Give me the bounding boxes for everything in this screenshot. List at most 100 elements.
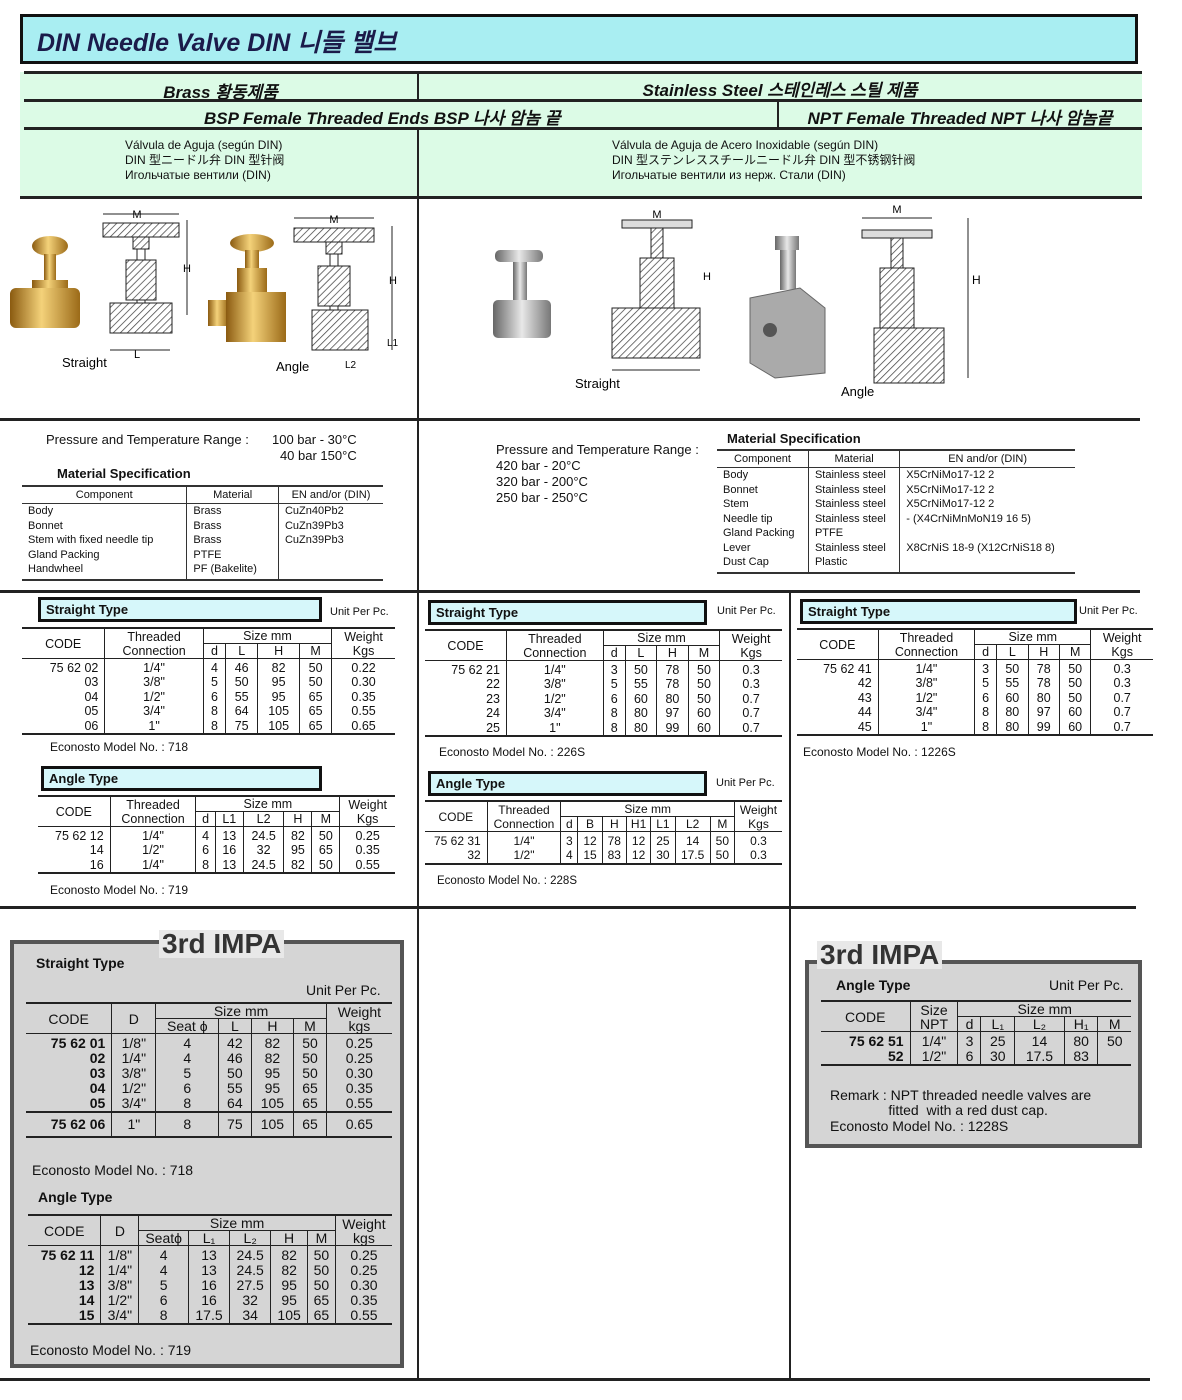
material: Brass [186, 503, 279, 519]
brass-angle-bar: Angle Type [41, 766, 322, 791]
size-value: 50 [687, 691, 720, 707]
size-value: 50 [225, 675, 258, 690]
en-din [278, 562, 383, 581]
component: Stem [717, 497, 809, 512]
code: 03 [84, 675, 99, 690]
size-value: 60 [687, 706, 720, 721]
impa-box-right: Angle Type Unit Per Pc. CODE Size NPT Size… [805, 960, 1142, 1148]
size-value: 95 [270, 1278, 308, 1293]
size-value: 50 [293, 1066, 327, 1081]
size-value: 50 [299, 658, 332, 676]
trans-es: Válvula de Aguja (según DIN) [125, 138, 283, 152]
brass-angle-label: Angle [276, 359, 309, 374]
size-value: 65 [293, 1081, 327, 1096]
code: 75 62 51 [849, 1033, 904, 1049]
weight: 0.7 [1090, 705, 1153, 720]
code-header: CODE [821, 1000, 911, 1032]
code-header: CODE [797, 628, 879, 660]
row-group: 75 62 02 1/4" 4 46 82 50 0.22 03 3/8" 5 50 95 50 0.30… [22, 658, 395, 736]
size-value: 50 [299, 675, 332, 690]
table-row: 06 1" 8 75 105 65 0.65 [22, 718, 395, 736]
component: Dust Cap [717, 555, 809, 574]
size-value: 50 [687, 660, 720, 678]
code: 75 62 02 [49, 661, 99, 675]
dim-m: M [329, 214, 338, 226]
weight: 0.55 [339, 857, 395, 875]
unit-label: Unit Per Pc. [1049, 977, 1124, 993]
size-value: 78 [1027, 676, 1060, 691]
size-value: 95 [270, 1293, 308, 1308]
size-value: 8 [602, 720, 626, 738]
en-din: X8CrNiS 18-9 (X12CrNiS18 8) [906, 541, 1055, 554]
size-value: 105 [270, 1308, 308, 1325]
connection-header: Threaded Connection [505, 629, 604, 661]
size-value: 50 [1058, 659, 1091, 677]
ss-straight-table: CODE Threaded Connection Size mm Weight Kgs… [425, 629, 782, 738]
connection-header: Threaded Connection [877, 628, 975, 660]
unit-label: Unit Per Pc. [330, 606, 389, 618]
size-subheader: B [577, 816, 603, 832]
size-value [1097, 1049, 1131, 1066]
size-subheader: M [306, 1230, 336, 1246]
brass-angle-photo [208, 234, 286, 342]
ss-translations: Válvula de Aguja de Acero Inoxidable (se… [612, 138, 915, 183]
code: 75 62 11 [40, 1247, 95, 1263]
connection: 1/4" [909, 1031, 958, 1049]
dim-l1: L1 [387, 338, 399, 349]
weight-header: Weight Kgs [719, 629, 782, 661]
material: Stainless steel [808, 540, 901, 555]
code: 23 [486, 691, 500, 706]
table-row: 75 62 02 1/4" 4 46 82 50 0.22 [22, 658, 395, 676]
connection: 1/4" [100, 1263, 139, 1278]
impa-box-left: Straight Type Unit Per Pc. CODE D Size mm W… [10, 940, 404, 1368]
size-value: 82 [257, 658, 300, 676]
size-value: 83 [1063, 1049, 1098, 1066]
weight: 0.25 [334, 1245, 392, 1263]
en-din: - (X4CrNiMnMoN19 16 5) [906, 512, 1031, 525]
code: 75 62 01 [50, 1035, 106, 1051]
code: 45 [797, 719, 879, 737]
table-row: 12 1/4" 4 13 24.5 82 50 0.25 [28, 1263, 392, 1278]
model-number: Econosto Model No. : 718 [32, 1162, 194, 1178]
size-value: 8 [202, 718, 226, 736]
ss-pressure: Pressure and Temperature Range : 420 bar… [496, 442, 699, 506]
size-value: 13 [187, 1263, 230, 1278]
size-value: 30 [980, 1049, 1015, 1066]
size-value: 65 [299, 704, 332, 719]
size-value: 50 [293, 1051, 327, 1066]
material-row: Handwheel PF (Bakelite) [22, 562, 383, 581]
size-subheader: M [311, 811, 340, 827]
connection-header: D [100, 1214, 139, 1246]
size-value: 80 [624, 720, 657, 738]
size-value: 5 [202, 675, 226, 690]
table-row: 75 62 51 1/4" 3 25 14 80 50 [821, 1031, 1131, 1049]
connection-header: Threaded Connection [486, 800, 561, 832]
size-value: 12 [625, 831, 651, 849]
header-row: CODE Size NPT Size mm [821, 1000, 1131, 1032]
size-value: 80 [656, 691, 689, 707]
material: Plastic [808, 555, 901, 574]
size-subheader: H₁ [1063, 1016, 1098, 1032]
weight: 0.25 [325, 1033, 392, 1051]
table-row: 75 62 21 1/4" 3 50 78 50 0.3 [425, 660, 782, 678]
size-value: 4 [560, 848, 578, 865]
dim-m: M [652, 209, 661, 221]
weight-header: Weight Kgs [339, 795, 395, 827]
material: Stainless steel [808, 467, 901, 483]
size-value: 82 [283, 857, 312, 875]
row-group: 75 62 06 1" 8 75 105 65 0.65 [26, 1111, 392, 1138]
size-value: 78 [1027, 659, 1060, 677]
npt-header: NPT Female Threaded NPT 나사 암놈끝 [807, 109, 1113, 128]
table-row: 43 1/2" 6 60 80 50 0.7 [797, 690, 1153, 706]
size-value: 32 [229, 1293, 271, 1308]
size-subheader: L1 [650, 816, 676, 832]
size-value: 50 [311, 857, 340, 875]
size-subheader: d [202, 643, 226, 659]
size-subheader: d [602, 645, 626, 661]
size-value: 50 [1058, 676, 1091, 691]
size-value: 99 [656, 720, 689, 738]
size-value: 55 [218, 1081, 252, 1096]
size-value: 4 [138, 1245, 189, 1263]
